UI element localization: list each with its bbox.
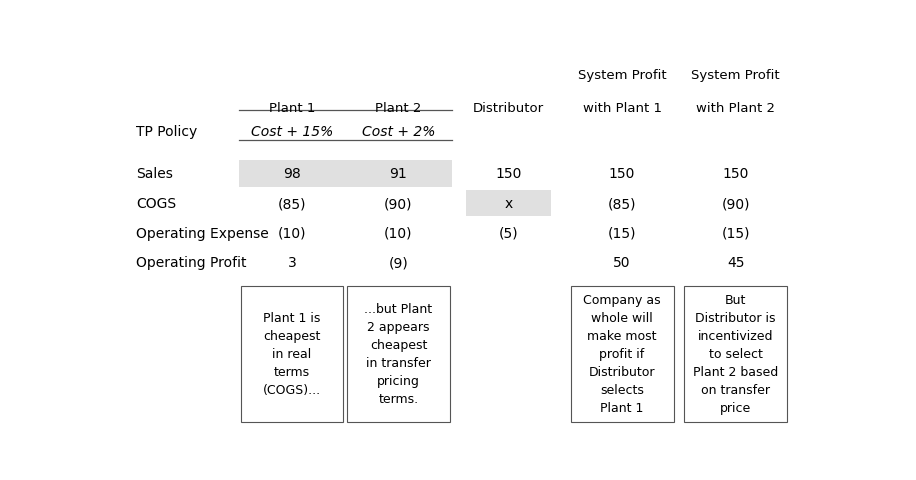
Text: with Plant 1: with Plant 1 [583, 102, 661, 115]
FancyBboxPatch shape [241, 287, 344, 421]
Text: (5): (5) [498, 226, 518, 240]
Text: Company as
whole will
make most
profit if
Distributor
selects
Plant 1: Company as whole will make most profit i… [583, 294, 660, 415]
Text: Plant 1 is
cheapest
in real
terms
(COGS)...: Plant 1 is cheapest in real terms (COGS)… [263, 312, 321, 396]
FancyBboxPatch shape [347, 287, 450, 421]
Text: 150: 150 [496, 167, 522, 181]
Text: ...but Plant
2 appears
cheapest
in transfer
pricing
terms.: ...but Plant 2 appears cheapest in trans… [365, 303, 432, 406]
Text: System Profit: System Profit [578, 69, 667, 82]
Text: with Plant 2: with Plant 2 [696, 102, 775, 115]
Text: Cost + 2%: Cost + 2% [362, 124, 435, 139]
FancyBboxPatch shape [571, 287, 673, 421]
Text: System Profit: System Profit [692, 69, 780, 82]
Text: 98: 98 [283, 167, 300, 181]
Text: x: x [505, 197, 513, 211]
Text: (15): (15) [608, 226, 637, 240]
Text: (85): (85) [278, 197, 306, 211]
Text: Plant 2: Plant 2 [376, 102, 421, 115]
FancyBboxPatch shape [466, 190, 551, 217]
Text: Plant 1: Plant 1 [268, 102, 315, 115]
Text: Cost + 15%: Cost + 15% [251, 124, 333, 139]
Text: 3: 3 [288, 256, 297, 270]
Text: (15): (15) [722, 226, 750, 240]
Text: Sales: Sales [136, 167, 173, 181]
FancyBboxPatch shape [684, 287, 787, 421]
Text: But
Distributor is
incentivized
to select
Plant 2 based
on transfer
price: But Distributor is incentivized to selec… [693, 294, 779, 415]
Text: Operating Expense: Operating Expense [136, 226, 268, 240]
Text: TP Policy: TP Policy [136, 124, 197, 139]
Text: (90): (90) [722, 197, 750, 211]
Text: (9): (9) [388, 256, 409, 270]
Text: 91: 91 [389, 167, 408, 181]
Text: (10): (10) [384, 226, 413, 240]
Text: 150: 150 [609, 167, 636, 181]
Text: 150: 150 [723, 167, 749, 181]
Text: (10): (10) [278, 226, 306, 240]
Text: 50: 50 [614, 256, 631, 270]
Text: 45: 45 [727, 256, 745, 270]
FancyBboxPatch shape [239, 161, 452, 187]
Text: (85): (85) [608, 197, 637, 211]
Text: Distributor: Distributor [473, 102, 544, 115]
Text: COGS: COGS [136, 197, 176, 211]
Text: Operating Profit: Operating Profit [136, 256, 246, 270]
Text: (90): (90) [384, 197, 413, 211]
